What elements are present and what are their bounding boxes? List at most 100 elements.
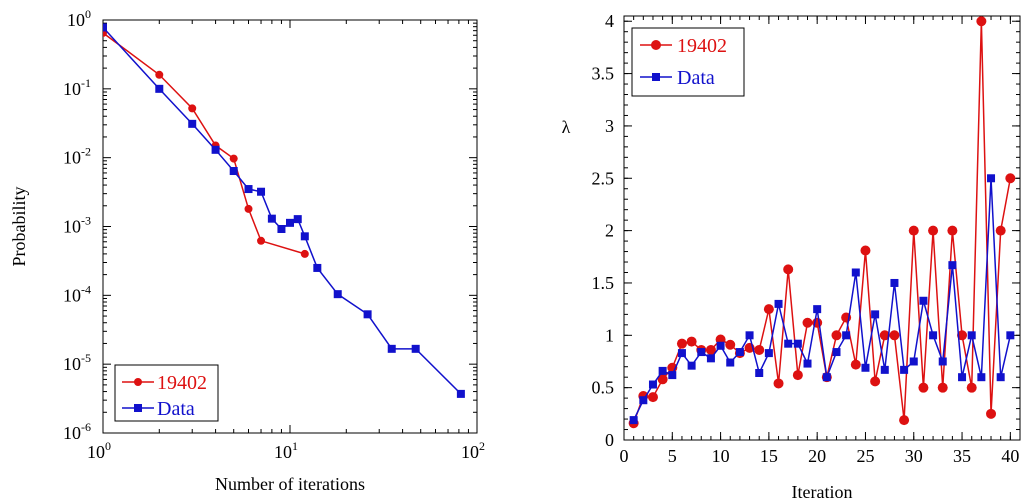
data-point [813, 305, 822, 314]
data-point [716, 341, 725, 350]
data-point [958, 373, 967, 382]
data-point [686, 336, 697, 347]
data-point [928, 225, 939, 236]
data-point [211, 145, 220, 154]
x-tick-label: 101 [274, 439, 298, 462]
data-point [705, 344, 716, 355]
y-tick-label: 3 [605, 116, 614, 136]
data-point [774, 299, 783, 308]
legend-marker [134, 378, 142, 386]
legend: 19402 Data [114, 364, 219, 422]
series-line [632, 178, 1012, 421]
data-point [677, 349, 686, 358]
data-point [889, 330, 900, 341]
data-point [244, 185, 253, 194]
data-point [286, 218, 294, 227]
data-point [986, 408, 997, 419]
data-point [735, 348, 744, 357]
data-point [411, 344, 420, 353]
data-point [1006, 331, 1015, 340]
series-line [103, 32, 306, 255]
data-point [919, 296, 928, 305]
data-point [987, 174, 996, 183]
y-tick-label: 2 [605, 221, 614, 241]
data-point [229, 167, 238, 176]
data-point [697, 348, 706, 357]
data-point [387, 344, 396, 353]
y-tick-label: 10-6 [63, 420, 91, 443]
data-point [792, 370, 803, 381]
data-point [629, 416, 638, 425]
data-point [977, 373, 986, 382]
series-line [103, 26, 462, 395]
legend-label: 19402 [677, 35, 727, 57]
data-point [725, 339, 736, 350]
data-point [831, 330, 842, 341]
y-tick-label: 1 [605, 325, 614, 345]
data-point [793, 339, 802, 348]
legend-marker [651, 40, 661, 50]
data-point [293, 215, 302, 224]
x-tick-label: 10 [712, 446, 730, 466]
data-point [967, 331, 976, 340]
data-point [842, 331, 851, 340]
legend: 19402 Data [631, 27, 745, 97]
legend-marker [134, 404, 142, 412]
x-tick-label: 20 [808, 446, 826, 466]
data-point [880, 365, 889, 374]
data-point [929, 331, 938, 340]
plot-frame [623, 15, 1021, 441]
data-point [783, 264, 794, 275]
data-point [300, 232, 309, 241]
data-point [668, 371, 677, 380]
data-point [300, 249, 309, 258]
data-point [456, 389, 465, 398]
data-point [676, 338, 687, 349]
data-point [764, 349, 773, 358]
data-point [822, 373, 831, 382]
x-tick-label: 25 [856, 446, 874, 466]
data-point [938, 357, 947, 366]
legend-marker [652, 73, 660, 81]
data-point [871, 310, 880, 319]
data-point [860, 245, 871, 256]
data-point [773, 378, 784, 389]
x-tick-label: 35 [953, 446, 971, 466]
data-point [648, 380, 657, 389]
x-tick-label: 102 [461, 439, 485, 462]
y-tick-label: 10-4 [63, 282, 91, 305]
data-point [948, 261, 957, 270]
data-point [103, 23, 107, 32]
y-tick-label: 0 [605, 430, 614, 450]
x-tick-label: 30 [905, 446, 923, 466]
data-point [850, 359, 861, 370]
y-tick-label: 3.5 [592, 64, 615, 84]
data-point [726, 358, 735, 367]
data-point [996, 373, 1005, 382]
y-tick-label: 10-3 [63, 214, 91, 237]
y-tick-label: 100 [67, 7, 91, 30]
data-point [267, 214, 276, 223]
data-point [754, 344, 765, 355]
data-point [188, 104, 197, 113]
series-data [629, 174, 1015, 425]
data-point [658, 366, 667, 375]
data-point [277, 224, 286, 233]
y-tick-label: 0.5 [592, 378, 615, 398]
data-point [802, 317, 813, 328]
y-axis-label: Probability [9, 187, 29, 267]
data-point [647, 392, 658, 403]
data-point [706, 354, 715, 363]
legend-box [631, 27, 745, 97]
x-tick-label: 40 [1001, 446, 1019, 466]
data-point [937, 382, 948, 393]
y-tick-label: 10-1 [63, 76, 91, 99]
data-point [229, 154, 238, 163]
legend-label: Data [157, 398, 195, 420]
legend-label: Data [677, 67, 715, 89]
data-point [257, 187, 266, 196]
y-axis-label: λ [562, 117, 571, 137]
data-point [745, 331, 754, 340]
data-point [976, 16, 987, 27]
